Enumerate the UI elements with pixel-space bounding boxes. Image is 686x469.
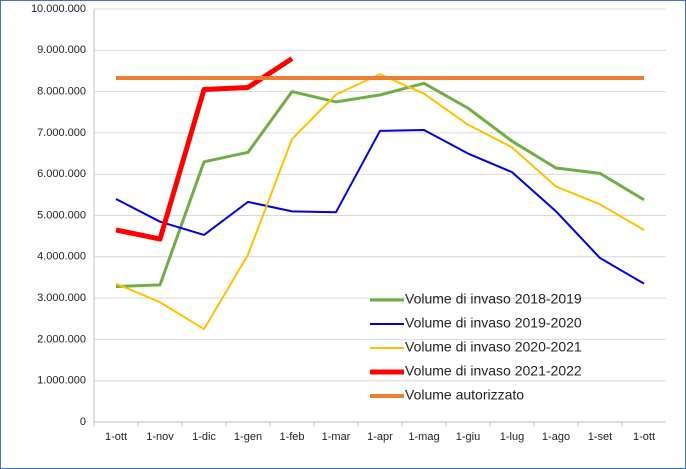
y-tick-label: 10.000.000 [31,3,86,15]
x-tick-label: 1-lug [500,431,524,443]
y-tick-label: 6.000.000 [37,168,86,180]
x-tick-label: 1-ago [542,431,570,443]
series-line [115,129,645,285]
legend-label: Volume di invaso 2019-2020 [405,315,582,331]
y-tick-label: 5.000.000 [37,209,86,221]
x-tick-label: 1-nov [146,431,174,443]
y-tick-label: 0 [80,416,86,428]
x-tick-label: 1-gen [234,431,262,443]
legend-label: Volume autorizzato [405,387,524,403]
y-tick-label: 8.000.000 [37,86,86,98]
y-tick-label: 1.000.000 [37,375,86,387]
x-tick-label: 1-apr [367,431,393,443]
x-tick-label: 1-ott [633,431,655,443]
x-tick-label: 1-set [588,431,612,443]
x-tick-label: 1-ott [105,431,127,443]
x-tick-label: 1-mar [322,431,351,443]
legend-label: Volume di invaso 2018-2019 [405,291,582,307]
series-line [115,81,645,289]
y-tick-label: 2.000.000 [37,333,86,345]
y-tick-label: 9.000.000 [37,44,86,56]
y-tick-label: 7.000.000 [37,127,86,139]
x-tick-label: 1-giu [456,431,480,443]
y-tick-label: 3.000.000 [37,292,86,304]
x-tick-label: 1-dic [192,431,216,443]
legend-label: Volume di invaso 2021-2022 [405,363,582,379]
y-tick-label: 4.000.000 [37,251,86,263]
legend-label: Volume di invaso 2020-2021 [405,339,582,355]
x-tick-label: 1-feb [279,431,304,443]
x-tick-label: 1-mag [408,431,439,443]
series-line [115,73,645,331]
